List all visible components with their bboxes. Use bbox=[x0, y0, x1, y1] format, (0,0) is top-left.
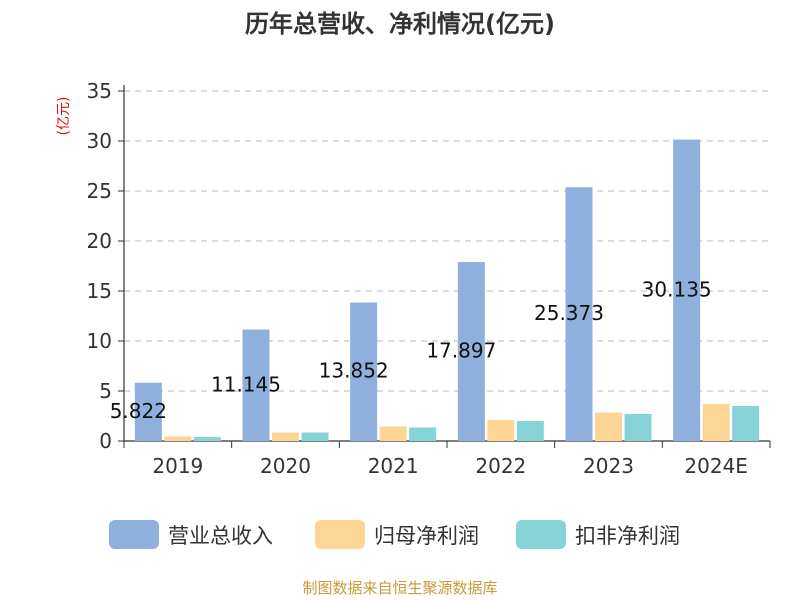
bar-归母净利润-2023[interactable] bbox=[595, 412, 622, 442]
bar-营业总收入-2019[interactable] bbox=[134, 382, 162, 441]
legend-label: 营业总收入 bbox=[168, 524, 273, 548]
bar-营业总收入-2021[interactable] bbox=[350, 302, 378, 441]
bar-归母净利润-2022[interactable] bbox=[487, 420, 515, 441]
data-label: 30.135 bbox=[642, 277, 712, 301]
bar-扣非净利润-2020[interactable] bbox=[301, 432, 329, 442]
legend-item-归母净利润[interactable]: 归母净利润 bbox=[315, 520, 479, 549]
y-tick-label: 10 bbox=[87, 329, 112, 353]
bar-归母净利润-2021[interactable] bbox=[379, 426, 407, 442]
legend-swatch bbox=[315, 520, 365, 549]
bar-归母净利润-2020[interactable] bbox=[272, 432, 299, 442]
bar-营业总收入-2020[interactable] bbox=[242, 329, 270, 441]
legend[interactable]: 营业总收入 归母净利润 扣非净利润 bbox=[109, 520, 680, 549]
legend-label: 归母净利润 bbox=[374, 524, 479, 548]
data-label: 5.822 bbox=[110, 399, 167, 423]
legend-item-营业总收入[interactable]: 营业总收入 bbox=[109, 520, 273, 549]
legend-label: 扣非净利润 bbox=[575, 524, 680, 548]
y-axis-unit-label: (亿元) bbox=[56, 97, 72, 136]
x-tick-label: 2022 bbox=[475, 454, 526, 478]
bar-扣非净利润-2022[interactable] bbox=[516, 421, 544, 441]
axes: 0 5 10 15 20 25 30 35 2019 2020 2021 2022 2023 2024E bbox=[87, 79, 771, 478]
bar-营业总收入-2022[interactable] bbox=[457, 262, 485, 441]
data-label: 25.373 bbox=[534, 301, 604, 325]
legend-item-扣非净利润[interactable]: 扣非净利润 bbox=[516, 520, 680, 549]
x-tick-label: 2023 bbox=[583, 454, 634, 478]
gridlines bbox=[124, 90, 770, 392]
y-tick-label: 35 bbox=[87, 79, 112, 103]
y-tick-label: 30 bbox=[87, 129, 112, 153]
source-note: 制图数据来自恒生聚源数据库 bbox=[302, 579, 497, 597]
data-labels: 5.822 11.145 13.852 17.897 25.373 30.135 bbox=[110, 277, 712, 423]
legend-swatch bbox=[516, 520, 566, 549]
x-tick-label: 2021 bbox=[368, 454, 419, 478]
bar-营业总收入-2024E[interactable] bbox=[673, 139, 701, 441]
bar-归母净利润-2024E[interactable] bbox=[702, 404, 730, 441]
y-tick-label: 20 bbox=[87, 229, 112, 253]
bar-归母净利润-2019[interactable] bbox=[164, 436, 192, 442]
bar-扣非净利润-2021[interactable] bbox=[409, 427, 437, 442]
y-tick-label: 0 bbox=[99, 429, 112, 453]
y-tick-label: 25 bbox=[87, 179, 112, 203]
bar-扣非净利润-2023[interactable] bbox=[624, 414, 652, 441]
data-label: 11.145 bbox=[211, 372, 281, 396]
bar-扣非净利润-2019[interactable] bbox=[193, 437, 221, 441]
bars bbox=[134, 139, 760, 442]
chart-title: 历年总营收、净利情况(亿元) bbox=[245, 10, 555, 38]
x-tick-label: 2020 bbox=[260, 454, 311, 478]
x-tick-label: 2024E bbox=[684, 454, 748, 478]
data-label: 13.852 bbox=[319, 359, 389, 383]
x-tick-label: 2019 bbox=[152, 454, 203, 478]
y-tick-label: 15 bbox=[87, 279, 112, 303]
y-tick-label: 5 bbox=[99, 379, 112, 403]
legend-swatch bbox=[109, 520, 159, 549]
bar-扣非净利润-2024E[interactable] bbox=[732, 406, 760, 441]
bar-营业总收入-2023[interactable] bbox=[565, 187, 593, 441]
data-label: 17.897 bbox=[426, 339, 496, 363]
